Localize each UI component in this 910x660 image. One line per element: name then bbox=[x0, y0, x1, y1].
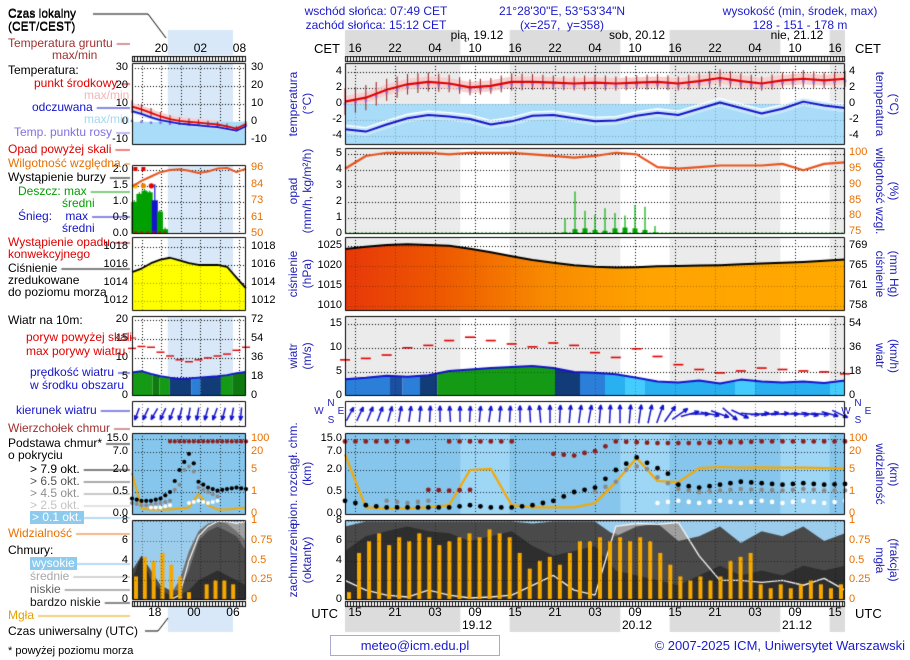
meteogram-page: Czas lokalny (CET/CEST) wschód słońca: 0… bbox=[0, 0, 910, 660]
meteogram-canvas bbox=[0, 0, 910, 660]
